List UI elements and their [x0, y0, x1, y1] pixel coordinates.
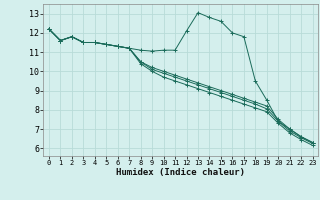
X-axis label: Humidex (Indice chaleur): Humidex (Indice chaleur) [116, 168, 245, 177]
